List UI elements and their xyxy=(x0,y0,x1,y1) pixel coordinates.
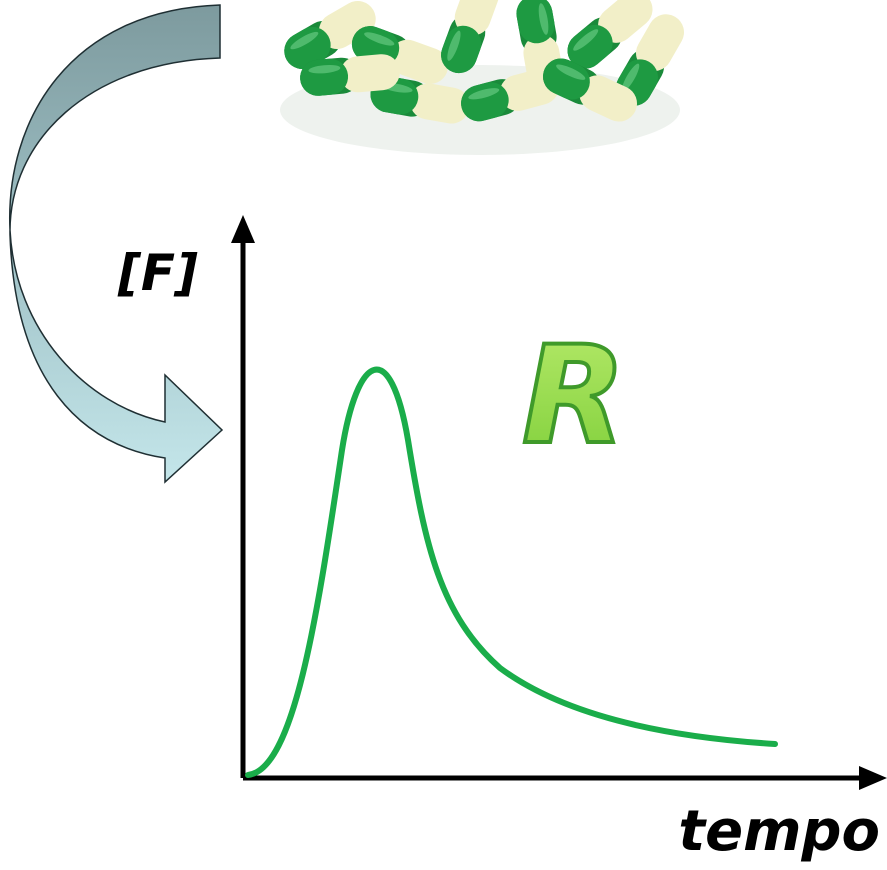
curve-label: R xyxy=(522,317,626,474)
x-axis-label: tempo xyxy=(678,799,880,864)
concentration-curve xyxy=(248,370,775,775)
x-axis-arrowhead xyxy=(859,766,887,790)
y-axis-arrowhead xyxy=(231,215,255,243)
diagram: [F] tempo R xyxy=(0,0,887,870)
pills-image xyxy=(278,0,691,155)
y-axis-label: [F] xyxy=(117,244,198,302)
